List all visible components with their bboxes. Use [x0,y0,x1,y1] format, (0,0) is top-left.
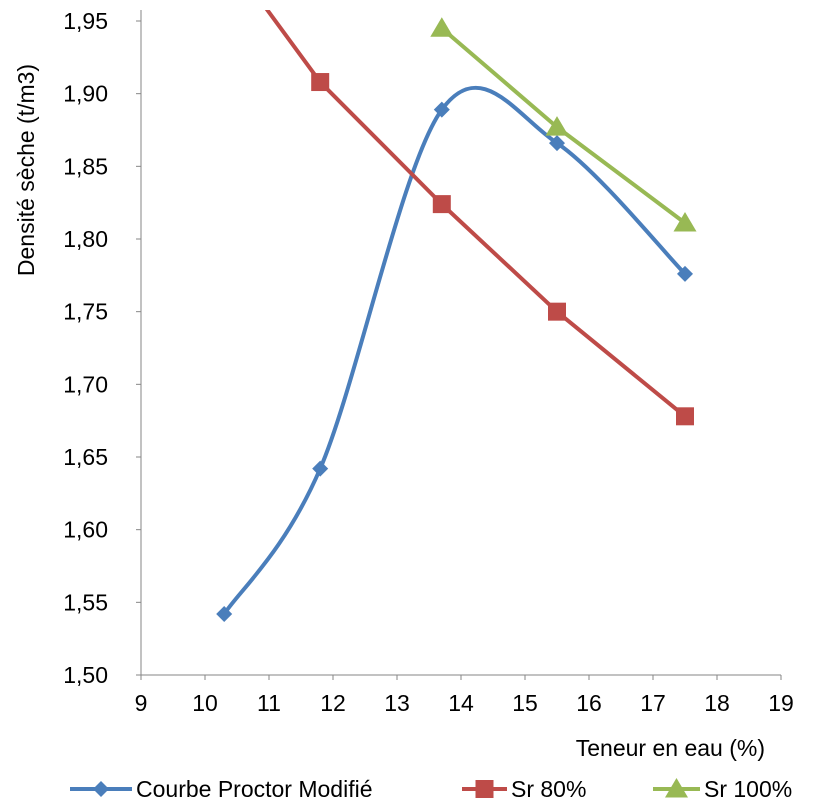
y-tick-label: 1,90 [63,81,108,107]
legend-item-1: Courbe Proctor Modifié [70,776,373,802]
y-tick-label: 1,60 [63,517,108,543]
marker-layer [216,17,697,622]
y-tick-labels: 1,50 1,55 1,60 1,65 1,70 1,75 1,80 1,85 1,90 1,95 [63,8,108,688]
y-tick-label: 1,70 [63,371,108,397]
axes [136,10,782,680]
y-tick-label: 1,80 [63,226,108,252]
x-tick-label: 15 [512,690,538,716]
series-line-2 [264,10,687,418]
legend-marker [93,781,109,797]
legend-item-2: Sr 80% [462,776,586,802]
series-layer [222,10,687,616]
data-point-series-1 [312,460,329,477]
y-tick-label: 1,75 [63,299,108,325]
legend-item-3: Sr 100% [653,776,792,802]
legend-label: Sr 100% [704,776,792,802]
legend-label: Courbe Proctor Modifié [136,776,373,802]
series-line-1 [222,85,687,616]
data-point-series-2 [676,407,694,426]
legend: Courbe Proctor Modifié Sr 80% Sr 100% [70,776,792,802]
x-tick-label: 14 [448,690,474,716]
data-point-series-1 [433,101,450,118]
legend-label: Sr 80% [511,776,586,802]
x-tick-label: 10 [192,690,218,716]
x-tick-label: 13 [384,690,410,716]
x-tick-label: 17 [640,690,666,716]
x-tick-label: 12 [320,690,346,716]
x-tick-label: 18 [704,690,730,716]
y-axis-title: Densité sèche (t/m3) [13,64,39,276]
x-tick-label: 11 [257,690,281,716]
legend-marker [475,780,494,798]
y-tick-label: 1,55 [63,589,108,615]
data-point-series-3 [430,17,454,37]
series-line-3 [440,26,687,225]
y-axis-title-group: Densité sèche (t/m3) [13,64,39,276]
data-point-series-1 [216,605,233,622]
legend-marker [665,778,688,798]
data-point-series-2 [311,73,330,92]
data-point-series-2 [432,195,451,214]
x-axis-title: Teneur en eau (%) [576,735,765,761]
x-tick-labels: 9 10 11 12 13 14 15 16 17 18 19 [135,690,794,716]
data-point-series-3 [545,116,569,136]
y-tick-label: 1,85 [63,153,108,179]
x-tick-label: 9 [135,690,148,716]
data-point-series-1 [549,135,565,152]
data-point-series-3 [673,212,697,232]
x-tick-label: 19 [768,690,794,716]
y-tick-label: 1,65 [63,444,108,470]
data-point-series-2 [548,302,566,321]
x-tick-label: 16 [576,690,602,716]
y-tick-label: 1,95 [63,8,108,34]
data-point-series-1 [677,265,693,282]
y-tick-label: 1,50 [63,662,108,688]
